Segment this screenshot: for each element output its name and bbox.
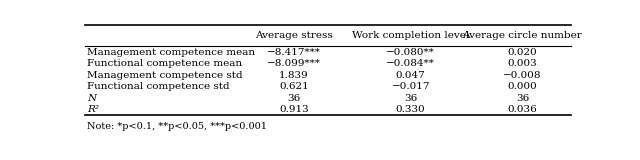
Text: Average stress: Average stress [255, 31, 333, 40]
Text: −0.008: −0.008 [503, 71, 541, 80]
Text: 0.000: 0.000 [508, 82, 538, 91]
Text: Functional competence mean: Functional competence mean [88, 59, 243, 68]
Text: N: N [88, 94, 97, 103]
Text: 0.047: 0.047 [396, 71, 426, 80]
Text: −0.080**: −0.080** [387, 48, 435, 56]
Text: 0.330: 0.330 [396, 105, 426, 114]
Text: Note: *p<0.1, **p<0.05, ***p<0.001: Note: *p<0.1, **p<0.05, ***p<0.001 [88, 122, 268, 131]
Text: Management competence mean: Management competence mean [88, 48, 255, 56]
Text: 0.020: 0.020 [508, 48, 538, 56]
Text: −0.084**: −0.084** [387, 59, 435, 68]
Text: 0.913: 0.913 [279, 105, 309, 114]
Text: 0.036: 0.036 [508, 105, 538, 114]
Text: −0.017: −0.017 [392, 82, 430, 91]
Text: 0.621: 0.621 [279, 82, 309, 91]
Text: −8.417***: −8.417*** [267, 48, 321, 56]
Text: R²: R² [88, 105, 99, 114]
Text: Work completion level: Work completion level [352, 31, 469, 40]
Text: 36: 36 [404, 94, 417, 103]
Text: 1.839: 1.839 [279, 71, 309, 80]
Text: 36: 36 [287, 94, 301, 103]
Text: 0.003: 0.003 [508, 59, 538, 68]
Text: 36: 36 [516, 94, 529, 103]
Text: Average circle number: Average circle number [463, 31, 582, 40]
Text: Management competence std: Management competence std [88, 71, 243, 80]
Text: −8.099***: −8.099*** [267, 59, 321, 68]
Text: Functional competence std: Functional competence std [88, 82, 230, 91]
